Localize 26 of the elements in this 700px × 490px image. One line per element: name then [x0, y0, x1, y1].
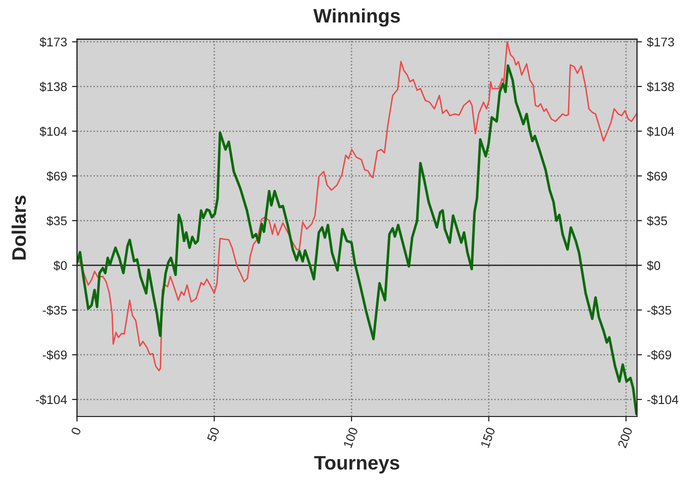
y2-tick-label: -$104	[647, 394, 678, 405]
y2-tick-label: -$35	[647, 305, 672, 316]
y2-tick-label: $104	[646, 126, 674, 137]
y2-tick-label: $138	[646, 82, 674, 92]
x-tick-label: 100	[343, 426, 358, 448]
y2-tick-label: $35	[646, 216, 668, 226]
y2-tick-label: $69	[646, 171, 667, 182]
y-tick-label: -$35	[42, 305, 67, 316]
x-tick-label: 50	[206, 426, 220, 442]
y-tick-label: $35	[46, 216, 67, 226]
y2-tick-label: $173	[646, 37, 674, 48]
x-axis-title: Tourneys	[314, 456, 400, 474]
y-axis-title: Dollars	[12, 196, 26, 260]
y2-tick-label: -$69	[647, 350, 672, 360]
x-tick-label: 200	[618, 426, 633, 448]
y-tick-label: $138	[40, 82, 67, 92]
x-tick-label: 0	[70, 426, 82, 436]
y-tick-label: $173	[40, 37, 67, 48]
y-tick-label: $104	[40, 126, 67, 137]
y-tick-label: -$69	[42, 350, 67, 360]
y-tick-label: -$104	[36, 394, 67, 405]
y2-tick-label: $0	[646, 260, 660, 271]
chart-title: Winnings	[313, 8, 400, 27]
y-tick-label: $69	[46, 171, 67, 182]
x-tick-label: 150	[480, 426, 496, 448]
y-tick-label: $0	[54, 260, 67, 271]
